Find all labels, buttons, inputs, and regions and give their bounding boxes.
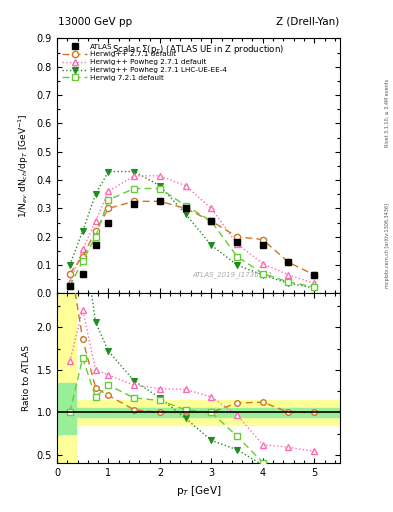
Text: ATLAS_2019_I1736531: ATLAS_2019_I1736531 xyxy=(192,271,272,278)
Legend: ATLAS, Herwig++ 2.7.1 default, Herwig++ Powheg 2.7.1 default, Herwig++ Powheg 2.: ATLAS, Herwig++ 2.7.1 default, Herwig++ … xyxy=(59,40,230,84)
Y-axis label: 1/N$_{ev}$ dN$_{ch}$/dp$_T$ [GeV$^{-1}$]: 1/N$_{ev}$ dN$_{ch}$/dp$_T$ [GeV$^{-1}$] xyxy=(17,114,31,218)
Text: Scalar $\Sigma$(p$_T$) (ATLAS UE in Z production): Scalar $\Sigma$(p$_T$) (ATLAS UE in Z pr… xyxy=(112,44,285,56)
Y-axis label: Ratio to ATLAS: Ratio to ATLAS xyxy=(22,346,31,411)
X-axis label: p$_T$ [GeV]: p$_T$ [GeV] xyxy=(176,484,221,498)
Text: 13000 GeV pp: 13000 GeV pp xyxy=(58,16,132,27)
Text: Rivet 3.1.10, ≥ 3.4M events: Rivet 3.1.10, ≥ 3.4M events xyxy=(385,78,390,147)
Text: Z (Drell-Yan): Z (Drell-Yan) xyxy=(275,16,339,27)
Text: mcplots.cern.ch [arXiv:1306.3436]: mcplots.cern.ch [arXiv:1306.3436] xyxy=(385,203,390,288)
